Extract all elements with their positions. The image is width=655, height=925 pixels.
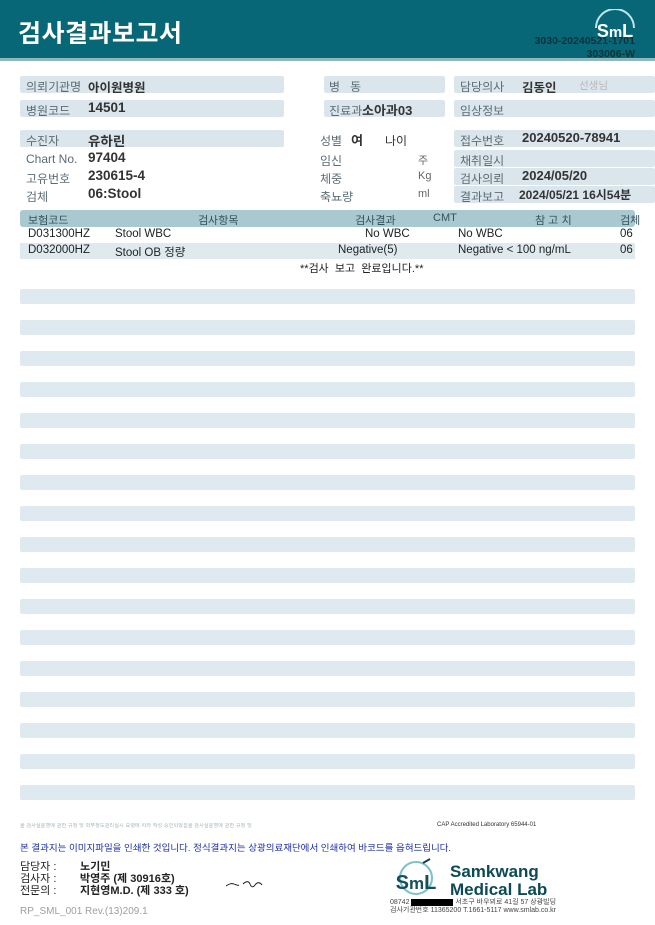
- svg-text:SmL: SmL: [396, 872, 437, 894]
